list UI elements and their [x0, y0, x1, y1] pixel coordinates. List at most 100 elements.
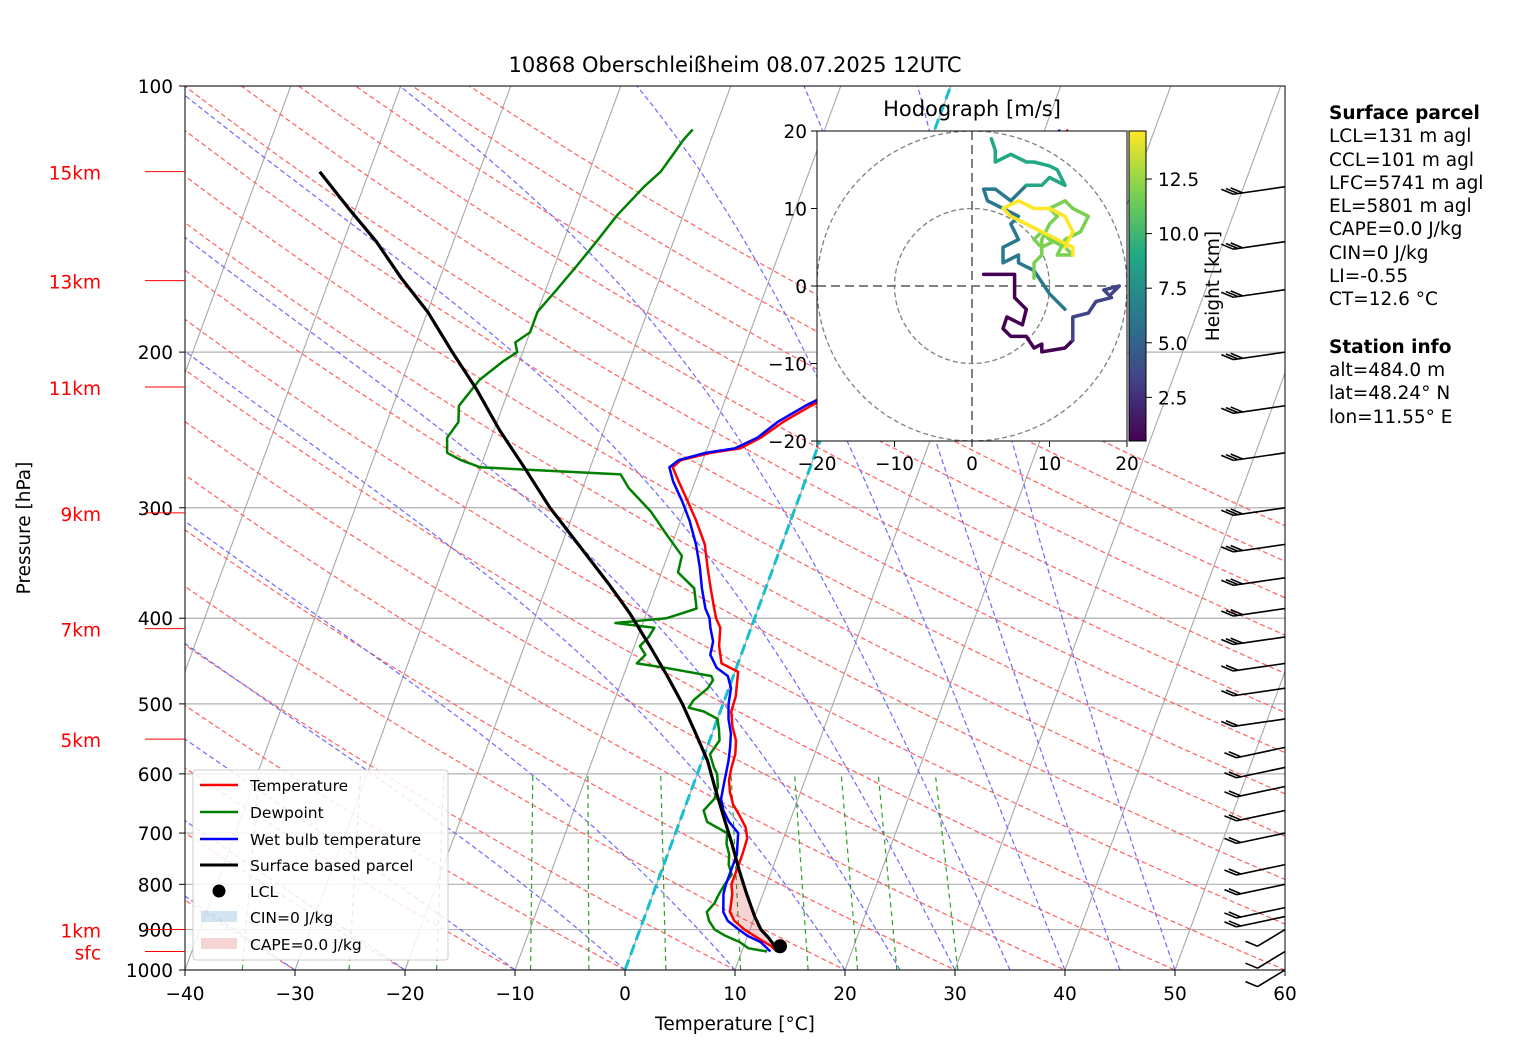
surface-parcel-ct: CT=12.6 °C: [1329, 289, 1438, 311]
y-tick-label: 800: [138, 875, 173, 896]
hodo-x-tick-label: −10: [875, 454, 914, 475]
mixing-ratio-line: [660, 773, 667, 970]
colorbar-tick-label: 7.5: [1158, 279, 1187, 300]
surface-parcel-el: EL=5801 m agl: [1329, 196, 1472, 218]
hodograph-trace: [1071, 284, 1122, 343]
height-label: 15km: [49, 164, 101, 185]
wind-barb: [1245, 950, 1286, 969]
mixing-ratio-line: [587, 773, 590, 970]
hodograph-trace: [981, 183, 1067, 312]
wind-barb: [1224, 746, 1286, 759]
wind-barb: [1221, 240, 1286, 250]
wind-barb: [1221, 718, 1286, 728]
moist-adiabat: [185, 350, 846, 970]
dry-adiabat: [185, 420, 1177, 970]
y-tick-label: 200: [138, 343, 173, 364]
hodograph-trace: [1032, 199, 1091, 281]
mixing-ratio-line: [877, 773, 898, 970]
legend-label-lcl: LCL: [250, 883, 278, 901]
axis-ticks: −40 −30 −20 −10 0 10 20 30 40 50 60100200300400500…: [126, 77, 1297, 1005]
y-tick-label: 500: [138, 695, 173, 716]
moist-adiabat: [185, 520, 736, 970]
moist-adiabat: [399, 86, 1011, 970]
legend-swatch-lcl: [212, 884, 226, 898]
isotherm: [1064, 371, 1285, 970]
hodo-x-tick-label: −20: [797, 454, 836, 475]
hodograph-trace: [989, 137, 1067, 188]
colorbar-tick-label: 5.0: [1158, 334, 1187, 355]
wind-barb: [1245, 928, 1286, 947]
dry-adiabat: [185, 318, 1285, 925]
surface-parcel-lfc: LFC=5741 m agl: [1329, 172, 1484, 194]
y-tick-label: 600: [138, 765, 173, 786]
series-surface-based-parcel: [318, 170, 779, 953]
height-label: 11km: [49, 379, 101, 400]
x-tick-label: 10: [723, 984, 747, 1005]
x-tick-label: 30: [943, 984, 967, 1005]
wind-barb: [1221, 687, 1286, 697]
series-dewpoint: [445, 128, 768, 953]
legend-label-parcel: Surface based parcel: [250, 857, 413, 875]
x-tick-label: 50: [1163, 984, 1187, 1005]
y-tick-label: 100: [138, 77, 173, 98]
wind-barb: [1224, 766, 1286, 779]
dry-adiabat: [355, 86, 1285, 599]
height-label: 13km: [49, 273, 101, 294]
legend-label-cape: CAPE=0.0 J/kg: [250, 936, 362, 954]
x-tick-label: −30: [275, 984, 314, 1005]
hodograph-colorbar: [1128, 130, 1147, 442]
station-info-lat: lat=48.24° N: [1329, 383, 1451, 405]
dry-adiabat: [411, 86, 1285, 562]
mixing-ratio-line: [530, 773, 534, 970]
wind-barb: [1221, 351, 1286, 361]
wind-barb: [1224, 915, 1286, 928]
wind-barb: [1221, 662, 1286, 672]
wind-barb: [1245, 969, 1286, 988]
hodograph-trace: [1001, 199, 1075, 257]
hodo-y-tick-label: 0: [795, 277, 807, 298]
height-label: 1km: [60, 922, 101, 943]
hodo-x-tick-label: 20: [1115, 454, 1139, 475]
wind-barb: [1224, 863, 1286, 876]
surface-parcel-cape: CAPE=0.0 J/kg: [1329, 219, 1463, 241]
wind-barb: [1221, 543, 1286, 553]
height-label: 7km: [60, 621, 101, 642]
hodo-x-tick-label: 0: [966, 454, 978, 475]
isotherm: [0, 86, 71, 970]
isotherm: [954, 86, 1282, 970]
chart-title: 10868 Oberschleißheim 08.07.2025 12UTC: [509, 53, 962, 77]
dry-adiabat: [185, 644, 737, 970]
y-tick-label: 900: [138, 921, 173, 942]
dry-adiabat: [185, 86, 1285, 714]
station-info-lon: lon=11.55° E: [1329, 406, 1453, 428]
wind-barb: [1221, 506, 1286, 517]
legend-swatch-cin: [201, 911, 237, 922]
height-label: 9km: [60, 505, 101, 526]
hodo-y-tick-label: 20: [783, 122, 807, 143]
station-info-alt: alt=484.0 m: [1329, 359, 1446, 381]
wind-barb: [1221, 607, 1286, 617]
wind-barbs: [1221, 185, 1286, 988]
isotherm: [514, 86, 842, 970]
height-label: sfc: [75, 944, 101, 965]
panel-spacer: [1329, 312, 1514, 336]
surface-parcel-heading: Surface parcel: [1329, 103, 1480, 124]
station-info-heading: Station info: [1329, 336, 1452, 358]
wind-barb: [1221, 636, 1286, 646]
wind-barb: [1221, 576, 1286, 587]
colorbar-tick-label: 2.5: [1158, 388, 1187, 409]
moist-adiabat: [185, 236, 901, 970]
dry-adiabat: [185, 175, 1285, 795]
y-tick-label: 300: [138, 499, 173, 520]
hodo-y-tick-label: −20: [768, 432, 807, 453]
legend-label-wetbulb: Wet bulb temperature: [250, 831, 421, 849]
wind-barb: [1221, 404, 1286, 415]
colorbar-tick-label: 12.5: [1158, 170, 1199, 191]
mixing-ratio-line: [934, 773, 959, 970]
dry-adiabat: [185, 585, 847, 970]
info-panel: Surface parcel LCL=131 m agl CCL=101 m a…: [1329, 102, 1514, 429]
wind-barb: [1221, 452, 1286, 462]
mixing-ratio-line: [730, 773, 742, 970]
isotherm: [185, 86, 292, 375]
